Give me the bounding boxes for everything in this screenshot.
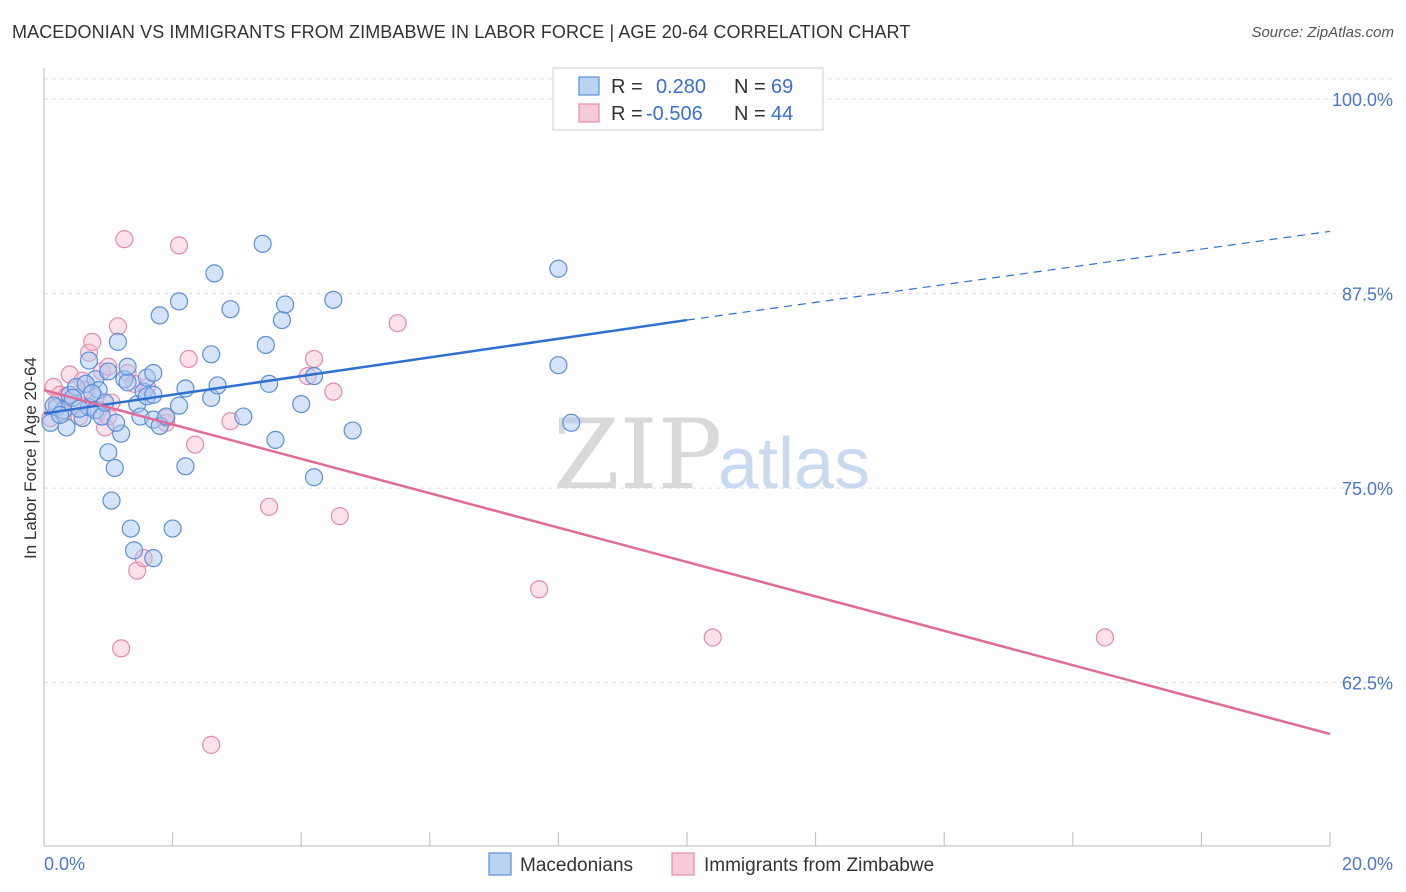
macedonian-point: [292, 394, 311, 414]
series-legend: Macedonians Immigrants from Zimbabwe: [488, 852, 934, 876]
zimbabwe-point: [388, 314, 407, 333]
zimbabwe-point: [179, 349, 198, 369]
zimbabwe-point: [1095, 628, 1115, 647]
legend-swatch-zimbabwe: [578, 103, 600, 123]
macedonian-point: [99, 443, 118, 462]
macedonian-point: [79, 351, 99, 370]
zimbabwe-point: [169, 236, 189, 255]
macedonian-point: [169, 396, 189, 415]
macedonian-point: [163, 519, 182, 538]
zimbabwe-point: [202, 735, 221, 754]
y-tick-labels: 62.5% 75.0% 87.5% 100.0%: [1332, 90, 1393, 694]
macedonian-point: [99, 362, 118, 381]
macedonian-point: [253, 234, 272, 253]
bottom-legend-swatch-zimbabwe: [671, 852, 695, 876]
macedonian-point: [144, 363, 163, 383]
zimbabwe-point: [108, 317, 128, 336]
y-tick-label: 87.5%: [1342, 285, 1393, 305]
macedonian-point: [549, 259, 568, 278]
macedonian-point: [549, 356, 568, 375]
macedonian-point: [266, 430, 285, 449]
macedonian-point: [276, 295, 295, 314]
watermark-atlas: atlas: [718, 424, 870, 504]
gridlines: [44, 78, 1392, 684]
zimbabwe-point: [115, 230, 134, 249]
macedonian-point: [324, 290, 343, 309]
legend-n-label: N =: [734, 103, 766, 125]
zimbabwe-trend-line: [43, 388, 1331, 736]
zimbabwe-point: [304, 349, 324, 369]
y-tick-label: 100.0%: [1332, 90, 1393, 110]
watermark-zip: ZIP: [553, 399, 722, 511]
legend-n-label: N =: [734, 76, 766, 98]
macedonian-point: [118, 373, 137, 392]
macedonian-points: [41, 234, 581, 568]
zimbabwe-point: [703, 628, 722, 647]
zimbabwe-point: [530, 580, 549, 599]
source-credit: Source: ZipAtlas.com: [1251, 24, 1394, 41]
zimbabwe-point: [330, 507, 349, 526]
zimbabwe-point: [259, 497, 279, 516]
legend-r-value: 0.280: [656, 76, 706, 98]
macedonian-point: [102, 491, 121, 510]
y-tick-label: 75.0%: [1342, 479, 1393, 499]
bottom-legend-swatch-macedonians: [488, 852, 512, 876]
axes: [43, 68, 1331, 847]
y-tick-label: 62.5%: [1342, 674, 1393, 694]
x-tick-label: 0.0%: [44, 854, 85, 874]
macedonian-point: [150, 306, 169, 325]
macedonian-point: [272, 310, 292, 330]
correlation-legend: R = 0.280 N = 69 R = -0.506 N = 44: [552, 67, 824, 131]
macedonian-point: [169, 292, 189, 311]
bottom-legend-zimbabwe: Immigrants from Zimbabwe: [704, 855, 934, 876]
macedonian-trend-extension: [686, 230, 1331, 321]
macedonian-point: [234, 407, 253, 426]
macedonian-point: [118, 357, 137, 376]
macedonian-point: [144, 549, 163, 568]
legend-r-label: R =: [611, 103, 643, 125]
legend-r-label: R =: [611, 76, 643, 98]
chart-title: MACEDONIAN VS IMMIGRANTS FROM ZIMBABWE I…: [12, 22, 911, 42]
zimbabwe-point: [324, 382, 343, 401]
y-axis-label: In Labor Force | Age 20-64: [21, 357, 40, 559]
x-tick-labels: 0.0% 20.0%: [44, 854, 1393, 874]
macedonian-point: [105, 458, 124, 477]
zimbabwe-point: [83, 332, 102, 351]
macedonian-point: [259, 374, 279, 393]
legend-r-value: -0.506: [646, 103, 703, 125]
zimbabwe-point: [112, 639, 131, 658]
macedonian-point: [205, 264, 224, 283]
legend-n-value: 69: [771, 76, 793, 98]
macedonian-point: [562, 413, 581, 432]
macedonian-point: [256, 335, 275, 355]
macedonian-trend-line: [43, 318, 688, 415]
macedonian-point: [176, 457, 195, 476]
macedonian-point: [124, 541, 144, 560]
x-tick-label: 20.0%: [1342, 854, 1393, 874]
macedonian-point: [221, 300, 240, 319]
macedonian-point: [144, 385, 163, 404]
macedonian-point: [83, 384, 102, 403]
legend-n-value: 44: [771, 103, 793, 125]
macedonian-point: [202, 345, 221, 364]
trend-lines: [43, 230, 1331, 736]
legend-swatch-macedonians: [578, 76, 600, 96]
bottom-legend-macedonians: Macedonians: [520, 855, 633, 876]
macedonian-point: [208, 376, 227, 395]
macedonian-point: [343, 421, 362, 440]
macedonian-point: [106, 413, 126, 432]
macedonian-point: [121, 519, 140, 538]
zimbabwe-point: [186, 435, 205, 454]
macedonian-point: [304, 468, 324, 487]
macedonian-point: [108, 332, 128, 351]
